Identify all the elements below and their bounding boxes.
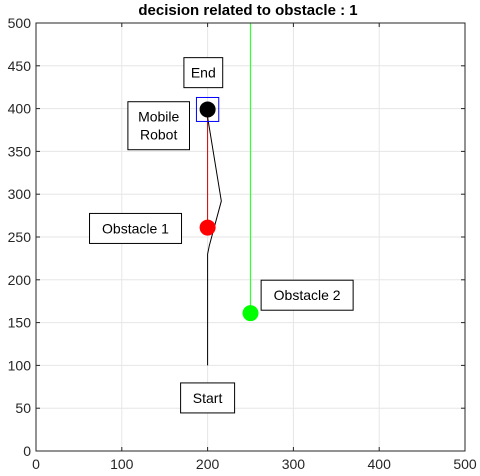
annotation-text-mobile-robot: Mobile bbox=[138, 109, 179, 125]
robot-box bbox=[195, 96, 220, 122]
y-tick-label: 150 bbox=[8, 315, 32, 331]
y-tick-label: 100 bbox=[8, 357, 32, 373]
annotation-box-start bbox=[180, 382, 236, 414]
annotation-text-mobile-robot: Robot bbox=[140, 127, 177, 143]
obstacle1-marker bbox=[199, 219, 216, 236]
y-tick-label: 350 bbox=[8, 143, 32, 159]
y-tick-label: 300 bbox=[8, 186, 32, 202]
x-tick-label: 200 bbox=[196, 456, 220, 472]
annotation-obstacle2: Obstacle 2 bbox=[260, 279, 354, 311]
y-tick-label: 0 bbox=[23, 443, 31, 459]
y-tick-label: 500 bbox=[8, 15, 32, 31]
annotation-text-start: Start bbox=[193, 390, 223, 406]
y-tick-label: 250 bbox=[8, 229, 32, 245]
annotation-mobile-robot: Mobile Robot bbox=[127, 101, 190, 151]
y-tick-label: 400 bbox=[8, 101, 32, 117]
x-tick-label: 400 bbox=[368, 456, 392, 472]
x-tick-label: 500 bbox=[453, 456, 477, 472]
robot-path-line bbox=[207, 117, 222, 366]
annotation-text-obstacle2: Obstacle 2 bbox=[274, 287, 341, 303]
y-tick-label: 200 bbox=[8, 272, 32, 288]
annotation-box-obstacle2 bbox=[260, 279, 354, 311]
x-tick-label: 300 bbox=[282, 456, 306, 472]
annotation-start: Start bbox=[180, 382, 236, 414]
annotation-text-obstacle1: Obstacle 1 bbox=[102, 220, 169, 236]
y-tick-label: 50 bbox=[15, 400, 31, 416]
annotation-box-obstacle1 bbox=[89, 212, 183, 244]
series-layer bbox=[195, 23, 259, 366]
axis-layer: 0 100 200 300 400 500 0 50 100 150 200 250 300 350 400… bbox=[8, 15, 477, 472]
x-tick-label: 0 bbox=[32, 456, 40, 472]
y-tick-label: 450 bbox=[8, 58, 32, 74]
chart-title: decision related to obstacle : 1 bbox=[138, 2, 357, 19]
obstacle2-marker bbox=[242, 305, 259, 322]
annotation-end: End bbox=[183, 57, 224, 89]
robot-marker bbox=[199, 101, 216, 118]
annotation-obstacle1: Obstacle 1 bbox=[89, 212, 183, 244]
annotation-box-end bbox=[183, 57, 224, 89]
annotation-text-end: End bbox=[191, 65, 216, 81]
annotation-layer: End Mobile Robot Obstacle 1 Obstacle 2 Start bbox=[89, 57, 354, 414]
x-tick-label: 100 bbox=[110, 456, 134, 472]
annotation-box-mobile-robot bbox=[127, 101, 190, 151]
